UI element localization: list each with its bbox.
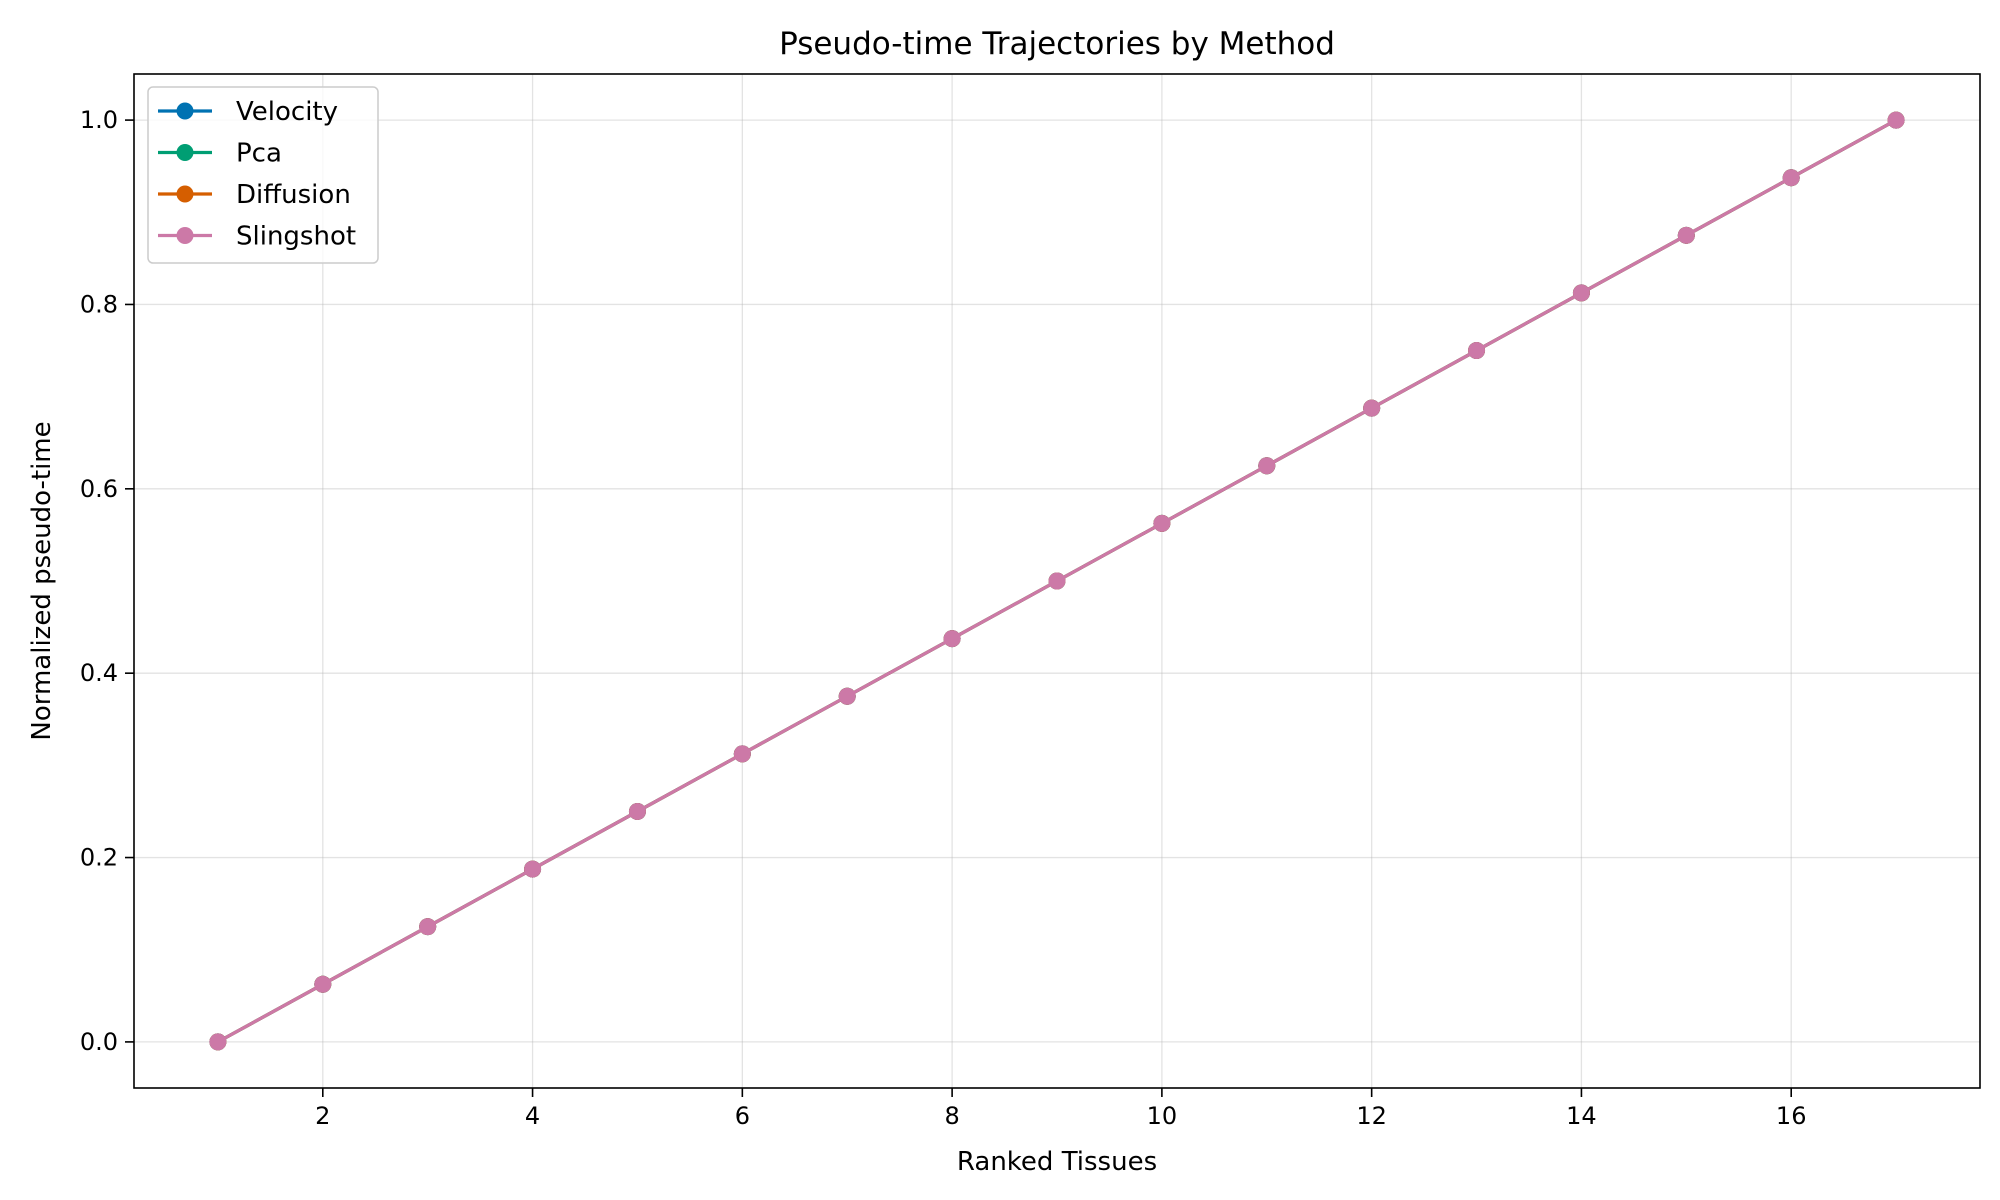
data-point-slingshot	[1782, 169, 1800, 187]
data-point-slingshot	[1572, 284, 1590, 302]
x-axis-label: Ranked Tissues	[957, 1147, 1157, 1177]
y-axis-label: Normalized pseudo-time	[27, 421, 57, 740]
data-point-slingshot	[1677, 226, 1695, 244]
data-point-slingshot	[209, 1033, 227, 1051]
data-point-slingshot	[1363, 399, 1381, 417]
data-point-slingshot	[1887, 111, 1905, 129]
data-point-slingshot	[524, 860, 542, 878]
x-tick-label: 6	[735, 1102, 750, 1130]
legend-item-diffusion: Diffusion	[158, 180, 351, 210]
data-point-slingshot	[419, 918, 437, 936]
y-tick-label: 0.4	[80, 659, 118, 687]
legend-item-pca: Pca	[158, 139, 282, 169]
x-tick-label: 12	[1356, 1102, 1387, 1130]
x-tick-label: 8	[944, 1102, 959, 1130]
series-layer	[209, 111, 1905, 1051]
legend-marker	[176, 102, 194, 120]
data-point-slingshot	[628, 802, 646, 820]
data-point-slingshot	[314, 975, 332, 993]
legend-marker	[176, 227, 194, 244]
x-axis: 2 4 6 8 10 12 14 16	[315, 1088, 1806, 1130]
y-tick-label: 0.8	[80, 290, 118, 318]
legend-item-velocity: Velocity	[158, 97, 338, 127]
x-tick-label: 4	[525, 1102, 540, 1130]
legend-label: Slingshot	[236, 222, 356, 252]
plot-frame	[133, 73, 1981, 1089]
data-point-slingshot	[943, 630, 961, 648]
data-point-slingshot	[1048, 572, 1066, 590]
x-tick-label: 2	[315, 1102, 330, 1130]
x-tick-label: 16	[1776, 1102, 1807, 1130]
legend-label: Diffusion	[236, 180, 351, 210]
y-tick-label: 0.6	[80, 475, 118, 503]
data-point-slingshot	[1258, 457, 1276, 475]
legend-box	[147, 86, 379, 264]
legend-item-slingshot: Slingshot	[158, 222, 356, 252]
x-tick-label: 14	[1566, 1102, 1597, 1130]
y-tick-label: 0.0	[80, 1028, 118, 1056]
legend-marker	[176, 144, 194, 161]
data-point-slingshot	[733, 745, 751, 763]
chart-title: Pseudo-time Trajectories by Method	[779, 26, 1335, 62]
x-tick-label: 10	[1147, 1102, 1178, 1130]
y-tick-label: 1.0	[80, 106, 118, 134]
legend: Velocity Pca Diffusion Slingshot	[147, 86, 379, 264]
legend-label: Velocity	[236, 97, 338, 127]
data-point-slingshot	[1468, 342, 1486, 360]
series-slingshot	[209, 111, 1905, 1051]
legend-marker	[176, 185, 194, 203]
data-point-slingshot	[838, 687, 856, 705]
y-axis: 0.0 0.2 0.4 0.6 0.8 1.0	[80, 106, 134, 1056]
grid	[134, 74, 1980, 1088]
y-tick-label: 0.2	[80, 844, 118, 872]
legend-label: Pca	[236, 139, 282, 169]
data-point-slingshot	[1153, 514, 1171, 532]
